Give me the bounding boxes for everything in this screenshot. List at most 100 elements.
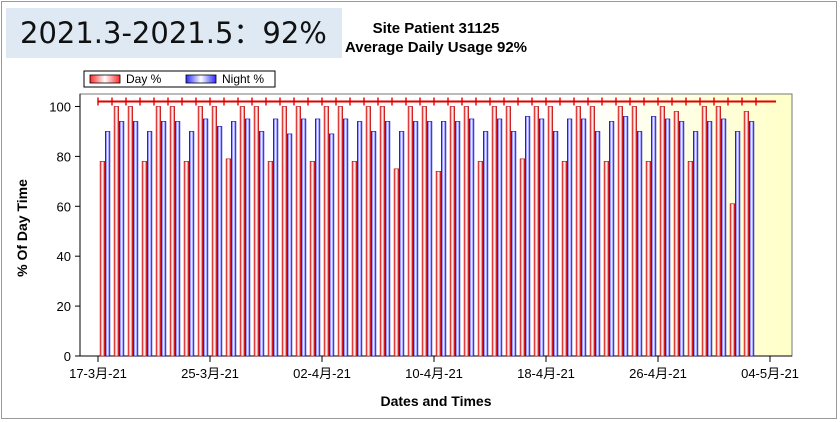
bars-group [99, 106, 755, 357]
night-bar [566, 118, 573, 357]
day-bar [603, 161, 609, 357]
y-tick-label: 20 [57, 299, 71, 314]
day-bar [449, 106, 456, 357]
night-bar [608, 121, 615, 357]
day-bar [309, 161, 316, 357]
night-bar [175, 121, 181, 357]
day-bar [491, 106, 498, 357]
night-bar [398, 131, 405, 357]
day-bar [659, 106, 665, 357]
day-bar [267, 161, 274, 357]
night-bar [314, 118, 321, 357]
day-bar [99, 161, 105, 357]
night-bar [426, 121, 433, 357]
day-bar [547, 106, 553, 357]
night-bar [734, 131, 741, 357]
day-bar [337, 106, 344, 357]
reference-line [97, 97, 776, 106]
night-bar [706, 121, 713, 357]
day-bar [323, 106, 330, 357]
day-bar [505, 106, 512, 357]
day-bar [351, 161, 358, 357]
day-bar [281, 106, 288, 357]
night-bar [272, 118, 279, 357]
y-tick-label: 0 [64, 349, 71, 364]
night-bar [342, 118, 349, 357]
night-bar [370, 131, 377, 357]
day-bar [141, 161, 148, 357]
day-bar [379, 106, 386, 357]
night-bar [384, 121, 391, 357]
day-bar [113, 106, 119, 357]
day-bar [687, 161, 693, 357]
day-bar [155, 106, 162, 357]
day-bar [239, 106, 246, 357]
night-bar [496, 118, 503, 357]
day-bar [393, 168, 400, 357]
night-bar [454, 121, 461, 357]
night-bar [650, 116, 657, 357]
night-bar [524, 116, 531, 357]
day-bar [589, 106, 595, 357]
chart-title-line1: Site Patient 31125 [373, 20, 500, 37]
night-bar [217, 126, 223, 357]
night-bar [664, 118, 671, 357]
night-bar [748, 121, 755, 357]
x-axis-label: Dates and Times [380, 393, 491, 409]
legend-night-swatch [185, 74, 217, 84]
night-bar [594, 131, 601, 357]
day-bar [743, 111, 749, 357]
day-bar [575, 106, 581, 357]
night-bar [300, 118, 307, 357]
night-bar [189, 131, 195, 357]
y-tick-label: 60 [57, 199, 71, 214]
day-bar [225, 158, 232, 357]
legend-day-swatch [89, 74, 121, 84]
x-tick-label: 25-3月-21 [181, 366, 239, 381]
night-bar [203, 118, 209, 357]
usage-period-overlay: 2021.3-2021.5：92% [6, 8, 342, 58]
night-bar [119, 121, 125, 357]
day-bar [617, 106, 623, 357]
y-axis-label: % Of Day Time [14, 179, 30, 277]
day-bar [127, 106, 134, 357]
day-bar [253, 106, 260, 357]
night-bar [161, 121, 167, 357]
night-bar [468, 118, 475, 357]
night-bar [105, 131, 111, 357]
night-bar [286, 133, 293, 357]
legend: Day % Night % [83, 70, 276, 88]
x-tick-label: 17-3月-21 [69, 366, 127, 381]
day-bar [183, 161, 190, 357]
night-bar [692, 131, 699, 357]
night-bar [356, 121, 363, 357]
day-bar [715, 106, 721, 357]
night-bar [440, 121, 447, 357]
night-bar [538, 118, 545, 357]
night-bar [580, 118, 587, 357]
chart-title-line2: Average Daily Usage 92% [345, 39, 527, 56]
night-bar [258, 131, 265, 357]
day-bar [477, 161, 484, 357]
day-bar [673, 111, 679, 357]
x-tick-label: 18-4月-21 [517, 366, 575, 381]
night-bar [147, 131, 153, 357]
day-bar [533, 106, 539, 357]
day-bar [631, 106, 637, 357]
night-bar [678, 121, 685, 357]
x-tick-label: 02-4月-21 [293, 366, 351, 381]
day-bar [365, 106, 372, 357]
night-bar [482, 131, 489, 357]
night-bar [133, 121, 139, 357]
day-bar [169, 106, 176, 357]
night-bar [328, 133, 335, 357]
night-bar [510, 131, 517, 357]
night-bar [622, 116, 629, 357]
night-bar [636, 131, 643, 357]
day-bar [435, 171, 442, 357]
legend-night-label: Night % [222, 72, 264, 86]
day-bar [463, 106, 470, 357]
day-bar [729, 203, 735, 357]
x-ticks: 17-3月-21 25-3月-21 02-4月-21 10-4月-21 18-4月-21… [69, 356, 799, 381]
